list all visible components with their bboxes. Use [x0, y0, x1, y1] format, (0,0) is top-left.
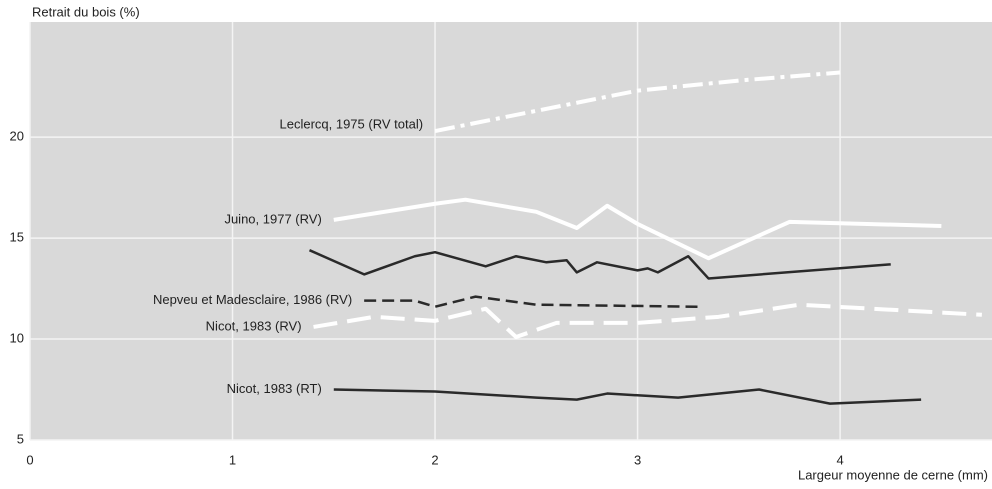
- y-tick-label: 5: [17, 431, 24, 446]
- x-axis-label: Largeur moyenne de cerne (mm): [798, 467, 988, 482]
- series-label: Nicot, 1983 (RT): [227, 381, 322, 396]
- series-line: [313, 302, 982, 340]
- series-line: [308, 249, 891, 280]
- series-line: [434, 70, 841, 134]
- x-tick-label: 2: [431, 452, 438, 467]
- x-tick-label: 3: [634, 452, 641, 467]
- x-tick-label: 1: [229, 452, 236, 467]
- series-label: Nepveu et Madesclaire, 1986 (RV): [153, 292, 352, 307]
- x-tick-label: 4: [836, 452, 843, 467]
- series-label: Nicot, 1983 (RV): [206, 318, 302, 333]
- y-tick-label: 10: [10, 330, 24, 345]
- y-axis-label: Retrait du bois (%): [32, 4, 140, 19]
- x-tick-label: 0: [26, 452, 33, 467]
- y-tick-label: 15: [10, 230, 24, 245]
- series-label: Juino, 1977 (RV): [224, 211, 321, 226]
- series-label: Leclercq, 1975 (RV total): [279, 116, 423, 131]
- plot-area: [30, 22, 992, 440]
- y-tick-label: 20: [10, 129, 24, 144]
- series-line: [333, 197, 942, 261]
- series-line: [364, 295, 699, 308]
- series-line: [333, 388, 922, 405]
